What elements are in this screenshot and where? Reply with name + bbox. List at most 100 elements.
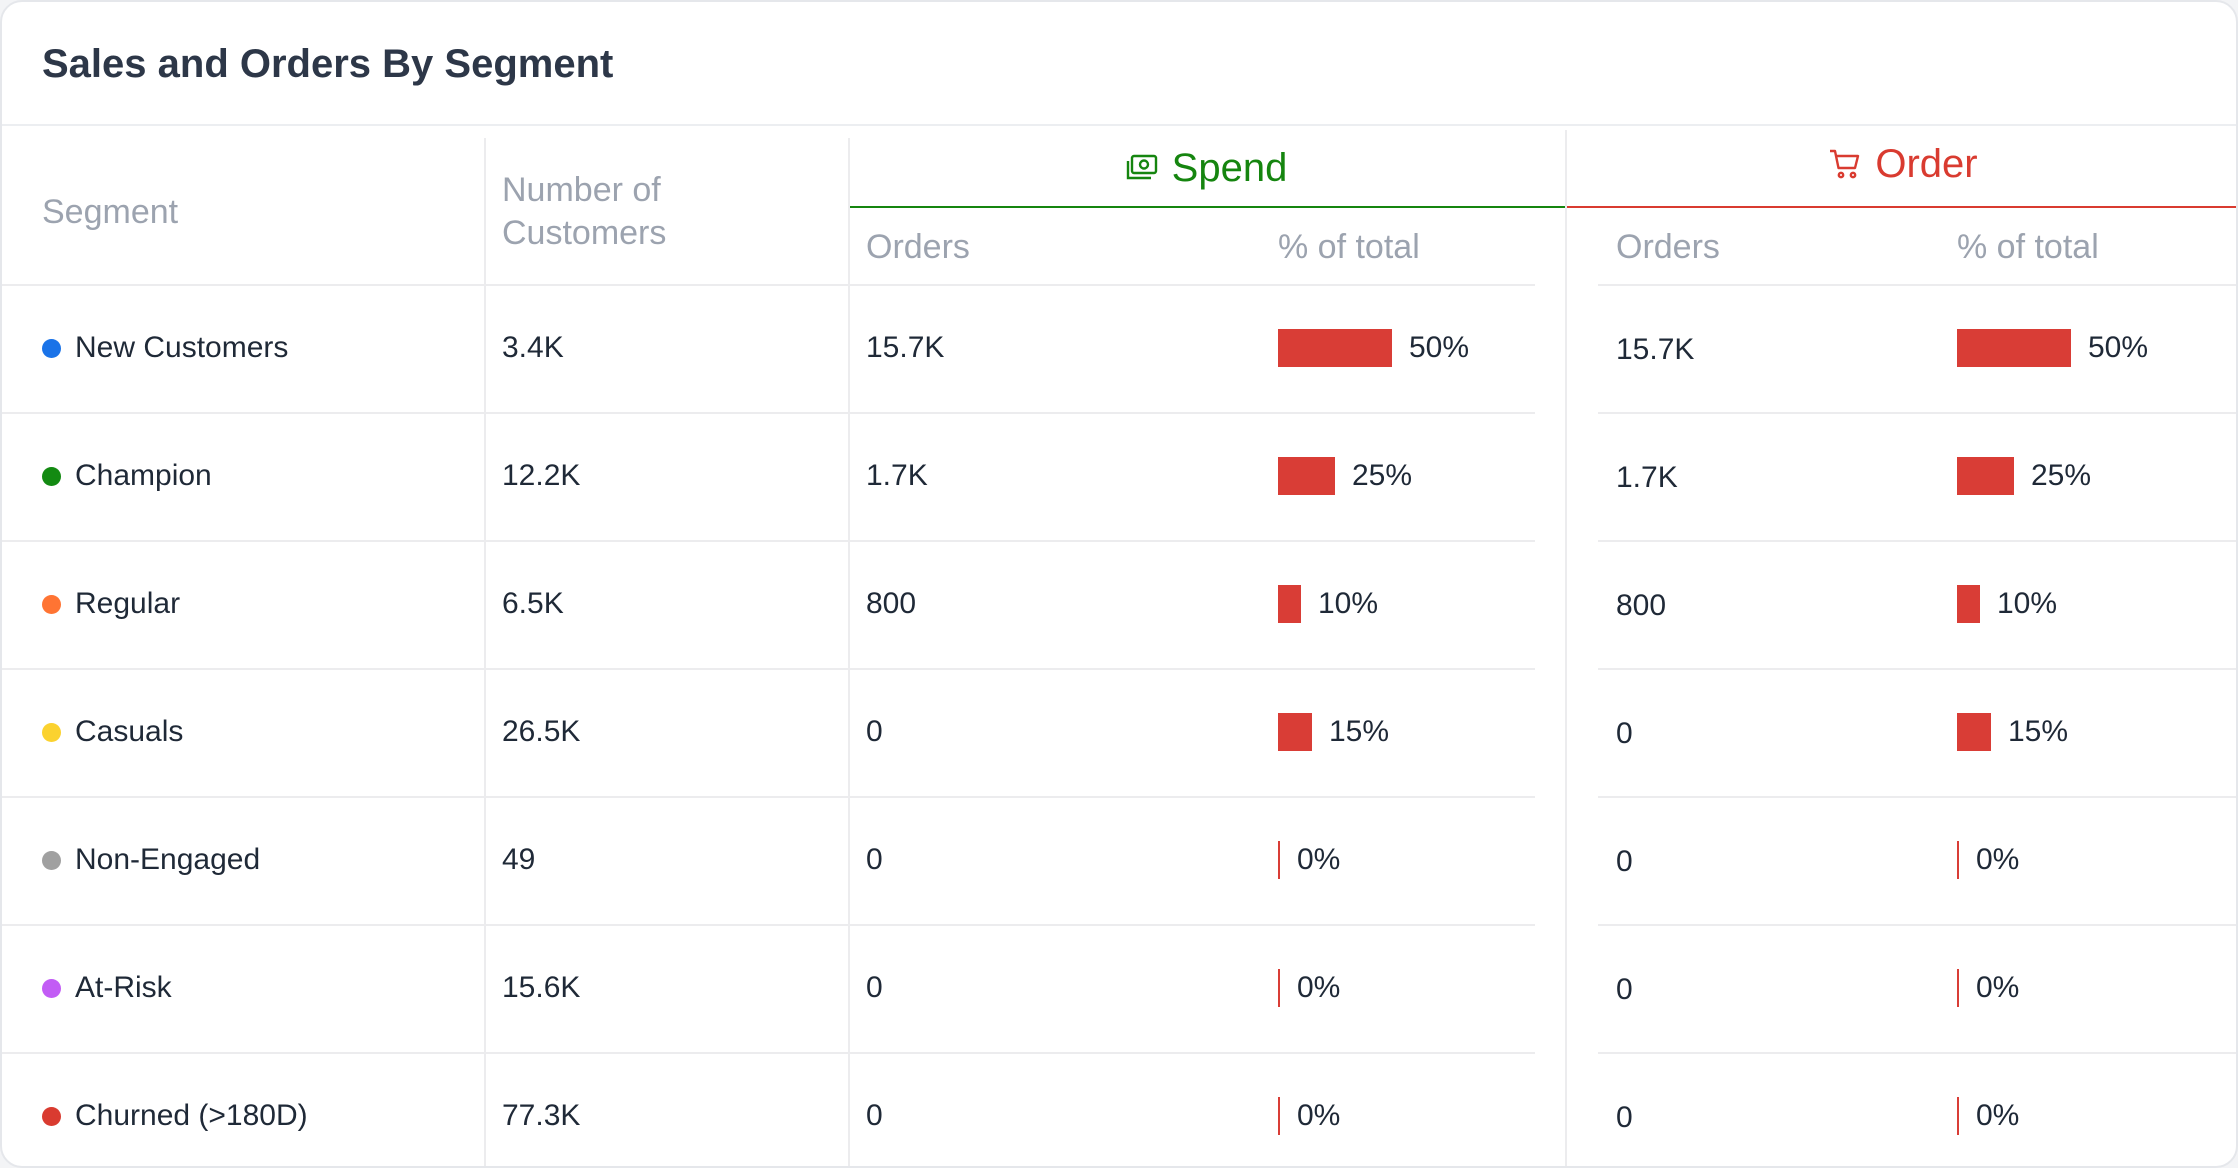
row-divider: [2, 668, 484, 670]
pct-label: 15%: [2008, 715, 2069, 748]
header-segment: Segment: [42, 193, 179, 231]
pct-bar: [1957, 329, 2071, 367]
order-pct-cell: 25%: [1957, 457, 2091, 495]
segment-label: Regular: [75, 587, 181, 620]
row-divider: [486, 668, 848, 670]
order-orders-cell: 0: [1616, 845, 1633, 878]
segment-dot: [42, 1106, 61, 1126]
column-divider: [484, 138, 486, 1166]
segment-dot: [42, 466, 61, 486]
row-divider: [1598, 412, 2236, 414]
order-group-underline: [1567, 206, 2236, 208]
title-divider: [2, 124, 2236, 126]
customers-cell: 77.3K: [502, 1099, 581, 1132]
pct-bar: [1957, 841, 1959, 879]
row-divider: [850, 540, 1535, 542]
customers-cell: 26.5K: [502, 715, 581, 748]
segment-dot: [42, 338, 61, 358]
row-divider: [850, 796, 1535, 798]
order-orders-cell: 0: [1616, 1101, 1633, 1134]
pct-label: 25%: [2031, 459, 2092, 492]
order-orders-cell: 0: [1616, 717, 1633, 750]
order-orders-cell: 800: [1616, 589, 1667, 622]
segment-dot: [42, 722, 61, 742]
pct-label: 50%: [1409, 331, 1470, 364]
order-orders-cell: 15.7K: [1616, 333, 1695, 366]
order-pct-cell: 10%: [1957, 585, 2057, 623]
pct-bar: [1278, 585, 1301, 623]
pct-label: 25%: [1352, 459, 1413, 492]
spend-group-header: Spend: [850, 142, 1563, 194]
spend-group-underline: [850, 206, 1565, 208]
column-divider: [1565, 130, 1567, 1166]
segment-cell: At-Risk: [42, 970, 172, 1006]
row-divider: [486, 284, 848, 286]
pct-label: 0%: [1976, 1099, 2020, 1132]
segment-cell: Casuals: [42, 714, 183, 750]
pct-label: 0%: [1976, 971, 2020, 1004]
row-divider: [2, 796, 484, 798]
pct-label: 0%: [1297, 971, 1341, 1004]
pct-bar: [1957, 969, 1959, 1007]
segment-dot: [42, 978, 61, 998]
segment-label: Churned (>180D): [75, 1099, 308, 1132]
segment-dot: [42, 594, 61, 614]
row-divider: [2, 540, 484, 542]
header-order-pct: % of total: [1957, 228, 2099, 266]
segment-dot: [42, 850, 61, 870]
spend-orders-cell: 0: [866, 971, 883, 1004]
pct-bar: [1957, 457, 2014, 495]
card-title: Sales and Orders By Segment: [42, 42, 614, 86]
spend-pct-cell: 0%: [1278, 1097, 1340, 1135]
header-customers: Number of Customers: [502, 171, 667, 252]
pct-label: 0%: [1976, 843, 2020, 876]
segment-cell: New Customers: [42, 330, 288, 366]
segment-label: Champion: [75, 459, 212, 492]
customers-cell: 12.2K: [502, 459, 581, 492]
segment-cell: Regular: [42, 586, 180, 622]
spend-orders-cell: 0: [866, 843, 883, 876]
order-group-header: Order: [1567, 138, 2236, 190]
pct-bar: [1278, 969, 1280, 1007]
segment-cell: Churned (>180D): [42, 1098, 308, 1134]
segment-cell: Non-Engaged: [42, 842, 260, 878]
pct-bar: [1957, 1097, 1959, 1135]
pct-bar: [1278, 713, 1312, 751]
row-divider: [2, 284, 484, 286]
pct-label: 50%: [2088, 331, 2149, 364]
spend-orders-cell: 1.7K: [866, 459, 928, 492]
row-divider: [1598, 540, 2236, 542]
row-divider: [486, 796, 848, 798]
order-group-label: Order: [1875, 141, 1978, 186]
pct-label: 15%: [1329, 715, 1390, 748]
row-divider: [850, 284, 1535, 286]
row-divider: [1598, 284, 2236, 286]
spend-pct-cell: 15%: [1278, 713, 1389, 751]
order-pct-cell: 15%: [1957, 713, 2068, 751]
segment-label: Non-Engaged: [75, 843, 261, 876]
customers-cell: 6.5K: [502, 587, 564, 620]
header-order-orders: Orders: [1616, 228, 1720, 266]
segment-label: Casuals: [75, 715, 184, 748]
row-divider: [850, 924, 1535, 926]
pct-bar: [1278, 841, 1280, 879]
spend-pct-cell: 25%: [1278, 457, 1412, 495]
spend-orders-cell: 0: [866, 715, 883, 748]
order-orders-cell: 1.7K: [1616, 461, 1678, 494]
segment-label: New Customers: [75, 331, 289, 364]
order-orders-cell: 0: [1616, 973, 1633, 1006]
column-divider: [848, 138, 850, 1166]
pct-bar: [1278, 457, 1335, 495]
pct-label: 10%: [1997, 587, 2058, 620]
row-divider: [2, 412, 484, 414]
pct-bar: [1278, 329, 1392, 367]
order-pct-cell: 50%: [1957, 329, 2148, 367]
pct-label: 10%: [1318, 587, 1379, 620]
row-divider: [850, 412, 1535, 414]
customers-cell: 3.4K: [502, 331, 564, 364]
pct-bar: [1957, 713, 1991, 751]
row-divider: [2, 924, 484, 926]
customers-cell: 15.6K: [502, 971, 581, 1004]
order-pct-cell: 0%: [1957, 1097, 2019, 1135]
